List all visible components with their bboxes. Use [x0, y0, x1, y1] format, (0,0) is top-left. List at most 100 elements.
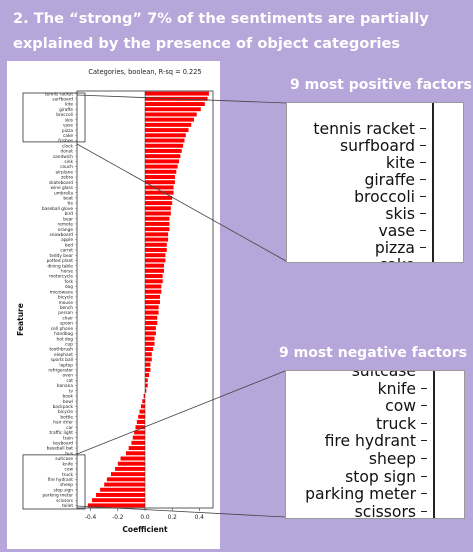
feature-tick-label: giraffe — [59, 107, 73, 113]
positive-factors-zoom: tennis racket surfboard kite giraffe broccol… — [286, 102, 464, 263]
bar — [145, 159, 179, 164]
bar — [139, 409, 145, 414]
feature-tick-label: orange — [58, 227, 73, 233]
feature-tick-label: cow — [64, 468, 73, 473]
bar — [117, 461, 145, 466]
feature-tick-label: parking meter — [42, 493, 73, 499]
headline-line-1: 2. The “strong” 7% of the sentiments are… — [13, 10, 429, 27]
feature-tick-label: fire hydrant — [48, 477, 74, 483]
x-tick-label: -0.4 — [85, 515, 97, 521]
feature-tick-label: sports ball — [51, 357, 73, 363]
feature-tick-label: bowl — [63, 399, 73, 405]
feature-tick-label: bottle — [60, 414, 73, 420]
bar — [145, 367, 151, 372]
feature-tick-label: baseball glove — [42, 206, 73, 212]
positive-highlight-box — [22, 92, 86, 143]
positive-factor-label: tennis racket — [313, 121, 426, 138]
bar — [138, 414, 145, 419]
feature-tick-label: banana — [57, 383, 73, 389]
feature-tick-label: kite — [65, 102, 73, 108]
bar — [145, 289, 162, 294]
feature-tick-label: sandwich — [53, 154, 73, 160]
feature-tick-label: skateboard — [49, 180, 73, 186]
bar — [100, 487, 145, 492]
feature-tick-label: hot dog — [57, 336, 74, 342]
feature-tick-label: dining table — [47, 263, 73, 269]
bar — [145, 169, 177, 174]
feature-tick-label: chair — [62, 315, 73, 321]
bar — [145, 336, 155, 341]
negative-factor-label: suitcase — [305, 371, 427, 381]
bar — [145, 122, 192, 127]
bar — [145, 206, 171, 211]
negative-factor-label: knife — [305, 380, 427, 399]
feature-tick-label: apple — [61, 237, 73, 243]
bar — [145, 211, 171, 216]
feature-tick-label: car — [66, 425, 73, 431]
feature-tick-label: cat — [66, 378, 73, 384]
negative-highlight-box — [22, 454, 86, 510]
bar — [142, 399, 145, 404]
bar — [145, 201, 173, 206]
negative-factor-label: truck — [305, 415, 427, 434]
bar — [145, 148, 182, 153]
bar — [132, 435, 145, 440]
bar — [128, 446, 145, 451]
feature-tick-label: couch — [60, 164, 73, 170]
feature-tick-label: truck — [62, 472, 74, 478]
bar — [131, 440, 145, 445]
feature-tick-label: sink — [64, 159, 73, 165]
positive-factors-list: tennis racket surfboard kite giraffe broccol… — [313, 121, 426, 263]
feature-tick-label: book — [63, 394, 74, 400]
feature-tick-label: wine glass — [51, 185, 74, 191]
bar — [145, 227, 170, 232]
feature-tick-label: airplane — [55, 169, 73, 175]
feature-tick-label: teddy bear — [50, 253, 74, 259]
bar — [145, 294, 160, 299]
bar — [87, 503, 145, 508]
bar — [145, 154, 181, 159]
y-axis-label: Feature — [16, 303, 25, 336]
feature-tick-label: sheep — [60, 482, 73, 488]
x-tick-label: 0.4 — [195, 515, 205, 521]
feature-tick-label: person — [58, 310, 73, 316]
negative-factors-title: 9 most negative factors — [279, 345, 468, 361]
feature-tick-label: carrot — [60, 248, 73, 254]
x-tick-label: 0.2 — [168, 515, 178, 521]
feature-tick-label: remote — [58, 222, 74, 228]
bar — [145, 128, 189, 133]
negative-factor-label: fire hydrant — [305, 433, 427, 451]
x-tick-label: -0.2 — [112, 515, 124, 521]
bar — [145, 274, 163, 279]
feature-tick-label: bus — [65, 451, 73, 457]
feature-tick-label: horse — [61, 268, 73, 274]
feature-tick-label: train — [63, 435, 73, 441]
bar — [145, 310, 159, 315]
feature-tick-label: surfboard — [52, 96, 73, 102]
bar — [145, 352, 152, 357]
feature-tick-label: vase — [63, 124, 73, 129]
feature-tick-label: bicycle — [58, 409, 73, 415]
bar — [145, 242, 167, 247]
bar — [145, 268, 165, 273]
bar — [145, 341, 155, 346]
bar — [145, 112, 197, 117]
bar — [136, 420, 145, 424]
feature-tick-label: bicycle — [58, 295, 73, 301]
feature-tick-label: broccoli — [56, 112, 73, 118]
bar — [145, 362, 151, 367]
feature-tick-label: bed — [65, 242, 73, 248]
bar — [140, 404, 145, 409]
feature-tick-label: zebra — [61, 175, 73, 181]
feature-tick-label: microwave — [50, 289, 74, 295]
headline: 2. The “strong” 7% of the sentiments are… — [13, 6, 463, 56]
bar — [145, 221, 170, 226]
zoom-axis-line — [433, 371, 435, 518]
positive-factor-label: broccoli — [313, 189, 426, 206]
chart-panel: Categories, boolean, R-sq = 0.225 tennis … — [7, 61, 220, 549]
x-axis-label: Coefficient — [122, 525, 168, 534]
feature-tick-label: stop sign — [53, 487, 73, 493]
negative-factors-list: suitcase knife cow truck fire hydrant sheep st… — [305, 371, 427, 518]
positive-factor-label: skis — [313, 206, 426, 223]
bar — [145, 195, 173, 200]
